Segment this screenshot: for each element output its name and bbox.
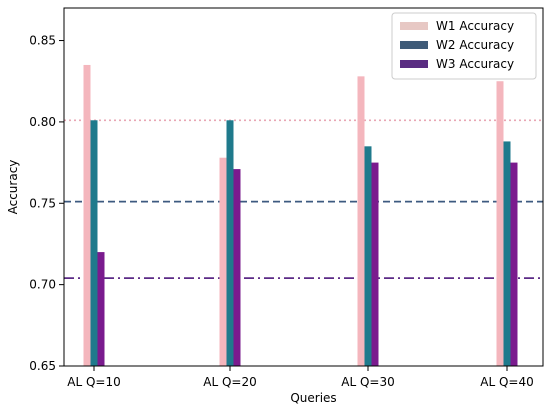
bars — [83, 64, 518, 367]
bar-w3-accuracy-2 — [233, 169, 241, 366]
legend: W1 Accuracy W2 Accuracy W3 Accuracy — [391, 12, 537, 80]
x-tick-label: AL Q=40 — [480, 375, 533, 389]
x-tick-label: AL Q=20 — [203, 375, 256, 389]
bar-w1-accuracy-2 — [219, 157, 227, 366]
plot-area-frame — [63, 7, 544, 367]
y-tick-label: 0.80 — [29, 115, 56, 129]
bar-w1-accuracy-1 — [83, 64, 91, 367]
y-tick-label: 0.75 — [29, 196, 56, 210]
x-axis: AL Q=10 AL Q=20 AL Q=30 AL Q=40 — [67, 366, 534, 389]
reference-lines — [64, 119, 543, 280]
y-tick-label: 0.70 — [29, 278, 56, 292]
bar-w1-accuracy-3 — [357, 76, 365, 366]
legend-label: W2 Accuracy — [436, 38, 514, 52]
legend-label: W1 Accuracy — [436, 19, 514, 33]
y-tick-label: 0.65 — [29, 359, 56, 373]
legend-swatch — [400, 22, 428, 30]
y-tick-label: 0.85 — [29, 34, 56, 48]
bar-w3-accuracy-4 — [510, 162, 518, 366]
bar-w2-accuracy-3 — [364, 146, 372, 366]
legend-swatch — [400, 41, 428, 49]
bar-w3-accuracy-1 — [97, 252, 105, 366]
y-axis: 0.65 0.70 0.75 0.80 0.85 — [29, 34, 64, 373]
bar-w2-accuracy-4 — [503, 141, 511, 366]
bar-w2-accuracy-1 — [90, 120, 98, 366]
legend-swatch — [400, 60, 428, 68]
x-axis-label: Queries — [290, 391, 336, 405]
bar-w1-accuracy-4 — [496, 81, 504, 367]
x-tick-label: AL Q=10 — [67, 375, 120, 389]
y-axis-label: Accuracy — [6, 160, 20, 215]
x-tick-label: AL Q=30 — [341, 375, 394, 389]
bar-w2-accuracy-2 — [226, 120, 234, 366]
legend-label: W3 Accuracy — [436, 57, 514, 71]
bar-w3-accuracy-3 — [371, 162, 379, 366]
